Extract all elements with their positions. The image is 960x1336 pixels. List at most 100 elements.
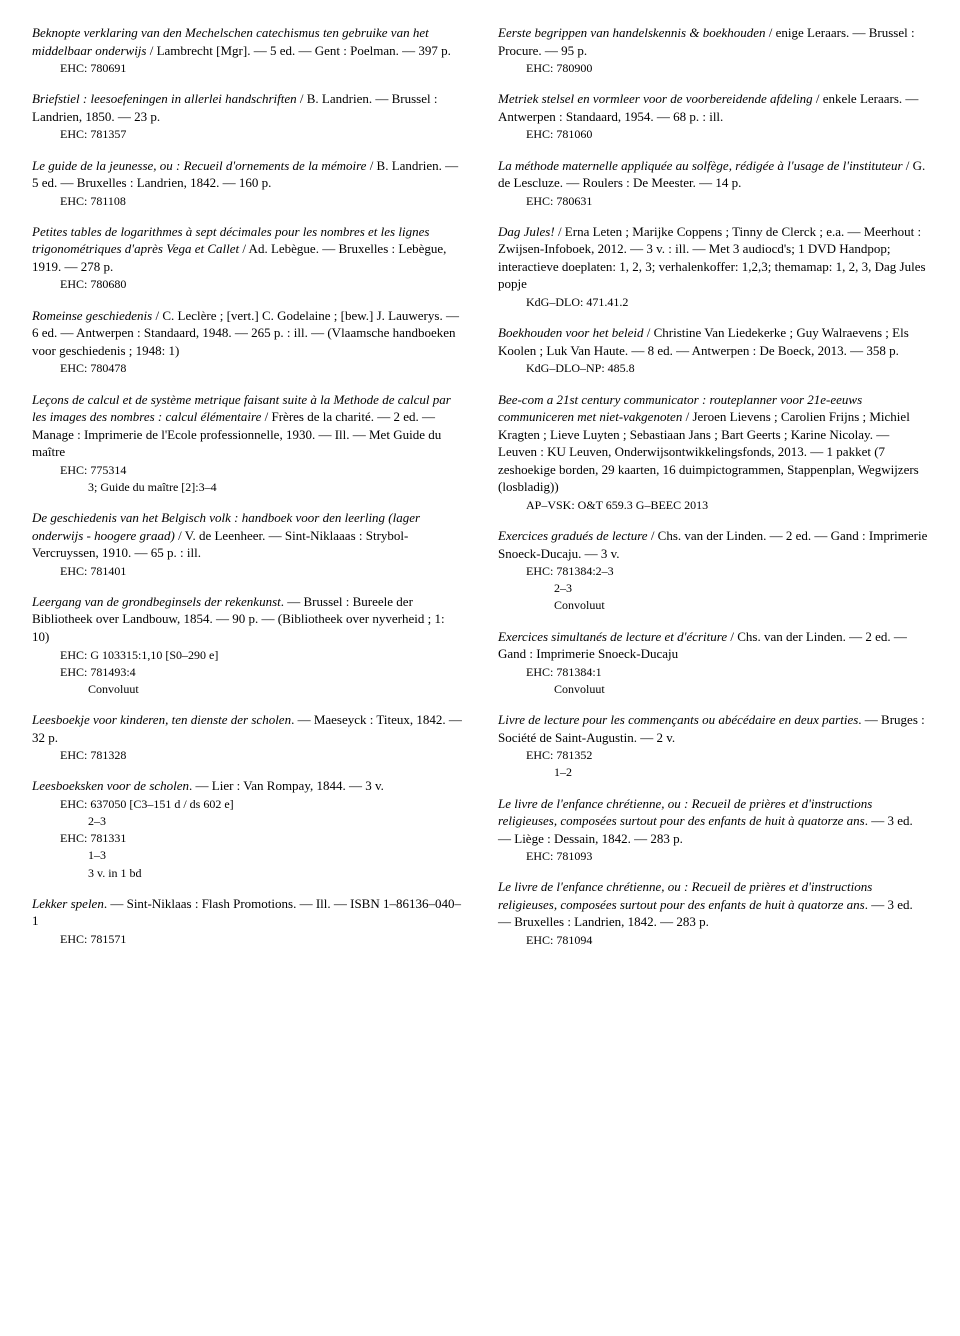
catalog-reference: EHC: 781401	[60, 563, 462, 579]
bibliography-entry: De geschiedenis van het Belgisch volk : …	[32, 509, 462, 579]
sub-reference: 1–2	[554, 764, 928, 780]
catalog-reference: EHC: 781493:4	[60, 664, 462, 680]
entry-title: Leergang van de grondbeginsels der reken…	[32, 594, 281, 609]
entry-main-line: Leesboeksken voor de scholen. — Lier : V…	[32, 777, 462, 795]
catalog-reference: KdG–DLO–NP: 485.8	[526, 360, 928, 376]
catalog-reference: EHC: 775314	[60, 462, 462, 478]
catalog-reference: EHC: 781571	[60, 931, 462, 947]
entry-main-line: Le livre de l'enfance chrétienne, ou : R…	[498, 878, 928, 931]
sub-reference: 2–3	[554, 580, 928, 596]
entry-title: Boekhouden voor het beleid	[498, 325, 643, 340]
entry-main-line: Beknopte verklaring van den Mechelschen …	[32, 24, 462, 59]
catalog-reference: EHC: 780691	[60, 60, 462, 76]
bibliography-entry: Petites tables de logarithmes à sept déc…	[32, 223, 462, 293]
entry-title: Eerste begrippen van handelskennis & boe…	[498, 25, 766, 40]
sub-reference: 1–3	[88, 847, 462, 863]
entry-main-line: Metriek stelsel en vormleer voor de voor…	[498, 90, 928, 125]
sub-reference: 3 v. in 1 bd	[88, 865, 462, 881]
catalog-reference: EHC: 781094	[526, 932, 928, 948]
catalog-reference: EHC: 781384:1	[526, 664, 928, 680]
two-column-layout: Beknopte verklaring van den Mechelschen …	[32, 24, 928, 962]
catalog-reference: EHC: 781331	[60, 830, 462, 846]
entry-main-line: Boekhouden voor het beleid / Christine V…	[498, 324, 928, 359]
entry-details: / Erna Leten ; Marijke Coppens ; Tinny d…	[498, 224, 926, 292]
bibliography-entry: Le livre de l'enfance chrétienne, ou : R…	[498, 795, 928, 865]
bibliography-entry: Le livre de l'enfance chrétienne, ou : R…	[498, 878, 928, 948]
catalog-reference: EHC: 780680	[60, 276, 462, 292]
entry-main-line: Briefstiel : leesoefeningen in allerlei …	[32, 90, 462, 125]
catalog-reference: EHC: 637050 [C3–151 d / ds 602 e]	[60, 796, 462, 812]
bibliography-entry: Romeinse geschiedenis / C. Leclère ; [ve…	[32, 307, 462, 377]
bibliography-entry: Le guide de la jeunesse, ou : Recueil d'…	[32, 157, 462, 209]
entry-main-line: Lekker spelen. — Sint-Niklaas : Flash Pr…	[32, 895, 462, 930]
catalog-reference: EHC: 781093	[526, 848, 928, 864]
entry-main-line: Le guide de la jeunesse, ou : Recueil d'…	[32, 157, 462, 192]
entry-main-line: Romeinse geschiedenis / C. Leclère ; [ve…	[32, 307, 462, 360]
bibliography-entry: Eerste begrippen van handelskennis & boe…	[498, 24, 928, 76]
entry-title: Metriek stelsel en vormleer voor de voor…	[498, 91, 813, 106]
entry-title: Exercices simultanés de lecture et d'écr…	[498, 629, 727, 644]
entry-details: / Lambrecht [Mgr]. — 5 ed. — Gent : Poel…	[146, 43, 450, 58]
bibliography-entry: Livre de lecture pour les commençants ou…	[498, 711, 928, 780]
entry-title: Exercices gradués de lecture	[498, 528, 648, 543]
bibliography-entry: Lekker spelen. — Sint-Niklaas : Flash Pr…	[32, 895, 462, 947]
catalog-reference: EHC: 780478	[60, 360, 462, 376]
left-column: Beknopte verklaring van den Mechelschen …	[32, 24, 462, 962]
entry-main-line: Leçons de calcul et de système metrique …	[32, 391, 462, 461]
entry-title: Romeinse geschiedenis	[32, 308, 152, 323]
sub-reference: Convoluut	[554, 681, 928, 697]
sub-reference: 2–3	[88, 813, 462, 829]
catalog-reference: EHC: 780900	[526, 60, 928, 76]
entry-title: Lekker spelen	[32, 896, 104, 911]
catalog-reference: EHC: 781328	[60, 747, 462, 763]
catalog-reference: EHC: 781384:2–3	[526, 563, 928, 579]
entry-title: Dag Jules!	[498, 224, 555, 239]
bibliography-entry: Metriek stelsel en vormleer voor de voor…	[498, 90, 928, 142]
entry-main-line: De geschiedenis van het Belgisch volk : …	[32, 509, 462, 562]
entry-details: . — Lier : Van Rompay, 1844. — 3 v.	[189, 778, 384, 793]
catalog-reference: EHC: 781060	[526, 126, 928, 142]
bibliography-entry: Beknopte verklaring van den Mechelschen …	[32, 24, 462, 76]
entry-main-line: Exercices simultanés de lecture et d'écr…	[498, 628, 928, 663]
bibliography-entry: Exercices simultanés de lecture et d'écr…	[498, 628, 928, 697]
bibliography-entry: Exercices gradués de lecture / Chs. van …	[498, 527, 928, 614]
sub-reference: Convoluut	[88, 681, 462, 697]
bibliography-entry: Dag Jules! / Erna Leten ; Marijke Coppen…	[498, 223, 928, 310]
entry-title: Le guide de la jeunesse, ou : Recueil d'…	[32, 158, 366, 173]
bibliography-entry: Leergang van de grondbeginsels der reken…	[32, 593, 462, 697]
entry-main-line: Livre de lecture pour les commençants ou…	[498, 711, 928, 746]
entry-main-line: Eerste begrippen van handelskennis & boe…	[498, 24, 928, 59]
entry-main-line: La méthode maternelle appliquée au solfè…	[498, 157, 928, 192]
entry-main-line: Petites tables de logarithmes à sept déc…	[32, 223, 462, 276]
catalog-reference: KdG–DLO: 471.41.2	[526, 294, 928, 310]
entry-main-line: Leesboekje voor kinderen, ten dienste de…	[32, 711, 462, 746]
catalog-reference: EHC: 781352	[526, 747, 928, 763]
entry-title: Briefstiel : leesoefeningen in allerlei …	[32, 91, 297, 106]
entry-main-line: Leergang van de grondbeginsels der reken…	[32, 593, 462, 646]
entry-main-line: Dag Jules! / Erna Leten ; Marijke Coppen…	[498, 223, 928, 293]
entry-title: Le livre de l'enfance chrétienne, ou : R…	[498, 796, 872, 829]
right-column: Eerste begrippen van handelskennis & boe…	[498, 24, 928, 962]
entry-title: La méthode maternelle appliquée au solfè…	[498, 158, 903, 173]
catalog-reference: AP–VSK: O&T 659.3 G–BEEC 2013	[526, 497, 928, 513]
sub-reference: Convoluut	[554, 597, 928, 613]
catalog-reference: EHC: 780631	[526, 193, 928, 209]
entry-title: Leesboeksken voor de scholen	[32, 778, 189, 793]
entry-main-line: Bee-com a 21st century communicator : ro…	[498, 391, 928, 496]
entry-main-line: Exercices gradués de lecture / Chs. van …	[498, 527, 928, 562]
bibliography-entry: Leçons de calcul et de système metrique …	[32, 391, 462, 496]
entry-title: Livre de lecture pour les commençants ou…	[498, 712, 858, 727]
bibliography-entry: La méthode maternelle appliquée au solfè…	[498, 157, 928, 209]
catalog-reference: EHC: 781357	[60, 126, 462, 142]
catalog-reference: EHC: 781108	[60, 193, 462, 209]
sub-reference: 3; Guide du maître [2]:3–4	[88, 479, 462, 495]
entry-title: Le livre de l'enfance chrétienne, ou : R…	[498, 879, 872, 912]
bibliography-entry: Bee-com a 21st century communicator : ro…	[498, 391, 928, 513]
bibliography-entry: Leesboekje voor kinderen, ten dienste de…	[32, 711, 462, 763]
entry-title: Leesboekje voor kinderen, ten dienste de…	[32, 712, 291, 727]
entry-main-line: Le livre de l'enfance chrétienne, ou : R…	[498, 795, 928, 848]
bibliography-entry: Boekhouden voor het beleid / Christine V…	[498, 324, 928, 376]
catalog-reference: EHC: G 103315:1,10 [S0–290 e]	[60, 647, 462, 663]
bibliography-entry: Leesboeksken voor de scholen. — Lier : V…	[32, 777, 462, 880]
bibliography-entry: Briefstiel : leesoefeningen in allerlei …	[32, 90, 462, 142]
